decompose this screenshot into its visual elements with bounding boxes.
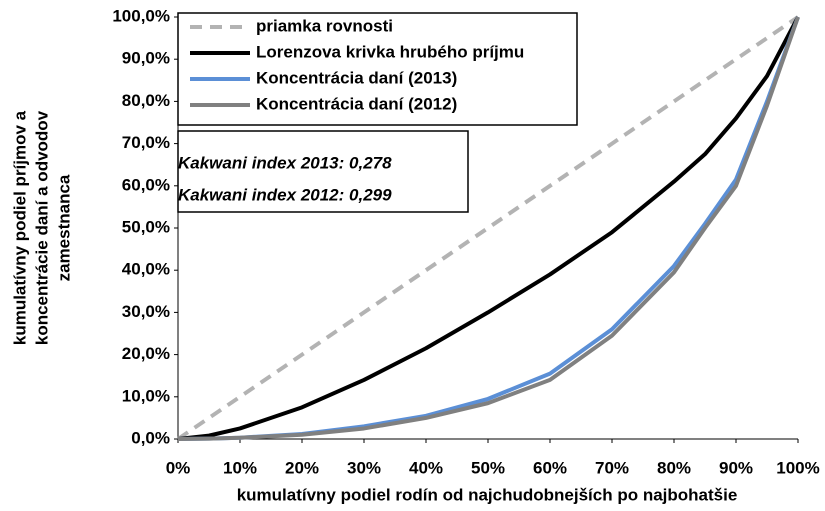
y-axis-label: koncentrácie daní a odvodov bbox=[32, 110, 51, 345]
legend-label: Lorenzova krivka hrubého príjmu bbox=[256, 42, 524, 61]
y-tick-label: 100,0% bbox=[112, 6, 170, 25]
y-tick-label: 40,0% bbox=[122, 260, 170, 279]
x-tick-label: 40% bbox=[409, 458, 443, 477]
annotation: Kakwani index 2013: 0,278 bbox=[178, 153, 392, 172]
x-tick-label: 20% bbox=[285, 458, 319, 477]
x-tick-label: 0% bbox=[166, 458, 191, 477]
y-tick-label: 20,0% bbox=[122, 344, 170, 363]
legend-label: Koncentrácia daní (2012) bbox=[256, 94, 457, 113]
y-tick-label: 80,0% bbox=[122, 91, 170, 110]
y-tick-label: 70,0% bbox=[122, 133, 170, 152]
annotation-box bbox=[177, 130, 469, 213]
y-tick-label: 10,0% bbox=[122, 386, 170, 405]
annotation: Kakwani index 2012: 0,299 bbox=[178, 185, 392, 204]
x-tick-label: 80% bbox=[657, 458, 691, 477]
y-axis-label: kumulatívny podiel príjmov a bbox=[10, 110, 29, 345]
series-line bbox=[176, 15, 800, 441]
x-tick-label: 90% bbox=[719, 458, 753, 477]
x-axis-label: kumulatívny podiel rodín od najchudobnej… bbox=[237, 485, 738, 504]
series-line bbox=[177, 16, 800, 441]
x-tick-label: 50% bbox=[471, 458, 505, 477]
x-tick-label: 30% bbox=[347, 458, 381, 477]
y-tick-label: 0,0% bbox=[131, 428, 170, 447]
y-tick-label: 30,0% bbox=[122, 302, 170, 321]
y-axis-label: zamestnanca bbox=[54, 174, 73, 281]
y-tick-label: 50,0% bbox=[122, 217, 170, 236]
y-tick-label: 90,0% bbox=[122, 49, 170, 68]
x-tick-label: 10% bbox=[223, 458, 257, 477]
legend-label: Koncentrácia daní (2013) bbox=[256, 68, 457, 87]
x-tick-label: 70% bbox=[595, 458, 629, 477]
series-line bbox=[177, 16, 800, 441]
y-tick-label: 60,0% bbox=[122, 175, 170, 194]
x-tick-label: 60% bbox=[533, 458, 567, 477]
x-tick-label: 100% bbox=[776, 458, 819, 477]
legend-label: priamka rovnosti bbox=[256, 16, 393, 35]
plot bbox=[174, 15, 800, 443]
